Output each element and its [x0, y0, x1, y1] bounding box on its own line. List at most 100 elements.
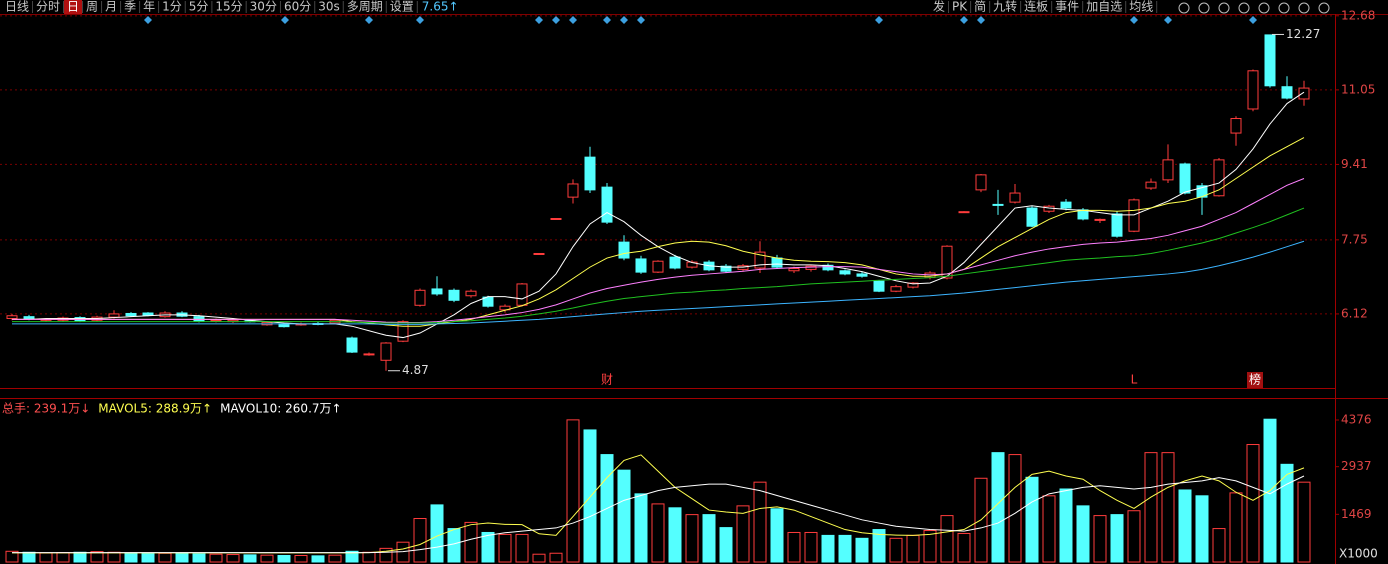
event-diamond — [1164, 16, 1172, 24]
toolbar-icon[interactable] — [1298, 2, 1310, 14]
volume-bar — [855, 537, 869, 563]
toolbar-icon[interactable] — [1178, 2, 1190, 14]
volume-bar — [685, 514, 699, 563]
volume-bar — [515, 533, 529, 563]
toolbar-button[interactable]: 事件 — [1055, 0, 1079, 14]
volume-bar — [277, 555, 291, 563]
event-diamond — [144, 16, 152, 24]
toolbar-button[interactable]: 1分 — [162, 0, 182, 14]
candle-body — [346, 337, 358, 353]
candle-body — [431, 288, 443, 295]
toolbar-button[interactable]: 简 — [974, 0, 986, 14]
candle-body — [635, 258, 647, 273]
volume-bar — [583, 429, 597, 563]
event-diamond — [1130, 16, 1138, 24]
toolbar-button[interactable]: 年 — [143, 0, 155, 14]
legend-entry: 总手: 239.1万↓ — [2, 402, 90, 416]
candle-body — [788, 267, 800, 272]
ma-line — [12, 240, 1305, 325]
volume-bar — [906, 534, 920, 563]
toolbar-button[interactable]: 30分 — [250, 0, 277, 14]
toolbar-button[interactable]: 九转 — [993, 0, 1017, 14]
volume-bar — [1246, 444, 1260, 563]
volume-bar — [634, 493, 648, 563]
volume-bar — [889, 537, 903, 563]
volume-bar — [311, 555, 325, 563]
volume-bar — [209, 553, 223, 563]
candle-body — [1128, 199, 1140, 232]
volume-bar — [39, 552, 53, 563]
toolbar-icon[interactable] — [1258, 2, 1270, 14]
candle-body — [958, 211, 970, 214]
toolbar-button[interactable]: PK — [952, 0, 968, 14]
y-tick-label: 2937 — [1341, 459, 1372, 473]
volume-bar — [192, 553, 206, 563]
y-tick-label: 12.68 — [1341, 8, 1375, 22]
volume-bar — [753, 481, 767, 563]
ma-line — [12, 178, 1305, 324]
candle-body — [465, 290, 477, 297]
unit-label: X1000 — [1339, 547, 1378, 561]
volume-bar — [651, 503, 665, 563]
volume-bar — [345, 550, 359, 563]
volume-bar — [1025, 476, 1039, 563]
toolbar-icon[interactable] — [1278, 2, 1290, 14]
candle-body — [839, 270, 851, 275]
volume-bar — [668, 507, 682, 563]
toolbar-button[interactable]: 均线 — [1129, 0, 1153, 14]
volume-bar — [90, 551, 104, 563]
toolbar-button[interactable]: 5分 — [189, 0, 209, 14]
toolbar-icon[interactable] — [1318, 2, 1330, 14]
toolbar-button[interactable]: 60分 — [284, 0, 311, 14]
low-label: 4.87 — [402, 363, 429, 377]
volume-bar — [736, 505, 750, 563]
toolbar-icon[interactable] — [1198, 2, 1210, 14]
candle-body — [890, 286, 902, 292]
volume-bar — [566, 419, 580, 563]
candle-body — [125, 312, 137, 317]
toolbar-button[interactable]: 日 — [67, 0, 79, 14]
candle-body — [23, 316, 35, 320]
toolbar-icon[interactable] — [1238, 2, 1250, 14]
toolbar-button[interactable]: 季 — [124, 0, 136, 14]
high-label: 12.27 — [1286, 27, 1320, 41]
candle-body — [652, 260, 664, 273]
toolbar-button[interactable]: 连板 — [1024, 0, 1048, 14]
event-diamond — [365, 16, 373, 24]
toolbar-button[interactable]: 月 — [105, 0, 117, 14]
event-marker: 榜 — [1249, 372, 1261, 387]
volume-bar — [923, 530, 937, 563]
event-diamond — [960, 16, 968, 24]
volume-bar — [1127, 510, 1141, 563]
toolbar-button[interactable]: 设置 — [390, 0, 414, 14]
candle-body — [992, 203, 1004, 206]
candle-body — [1162, 159, 1174, 181]
volume-bar — [821, 534, 835, 563]
toolbar-button[interactable]: 日线 — [5, 0, 29, 14]
candle-body — [142, 312, 154, 316]
toolbar-button[interactable]: 周 — [86, 0, 98, 14]
event-diamond — [1249, 16, 1257, 24]
toolbar-button[interactable]: 多周期 — [347, 0, 383, 14]
volume-bar — [991, 452, 1005, 563]
candle-body — [1264, 34, 1276, 87]
toolbar-button[interactable]: 15分 — [215, 0, 242, 14]
candle-body — [754, 251, 766, 269]
volume-bar — [294, 555, 308, 563]
volume-bar — [56, 552, 70, 563]
toolbar-button[interactable]: 发 — [933, 0, 945, 14]
toolbar-button[interactable]: 加自选 — [1086, 0, 1122, 14]
toolbar-button[interactable]: 分时 — [36, 0, 60, 14]
volume-bar — [1110, 514, 1124, 563]
legend-entry: MAVOL10: 260.7万↑ — [220, 402, 341, 416]
volume-bar — [243, 554, 257, 563]
candle-body — [1009, 192, 1021, 203]
volume-bar — [447, 528, 461, 563]
volume-bar — [719, 527, 733, 563]
toolbar-button[interactable]: 30s — [318, 0, 340, 14]
toolbar-icon[interactable] — [1218, 2, 1230, 14]
volume-bar — [158, 552, 172, 563]
toolbar-price: 7.65↑ — [422, 0, 459, 14]
candle-body — [1094, 218, 1106, 221]
